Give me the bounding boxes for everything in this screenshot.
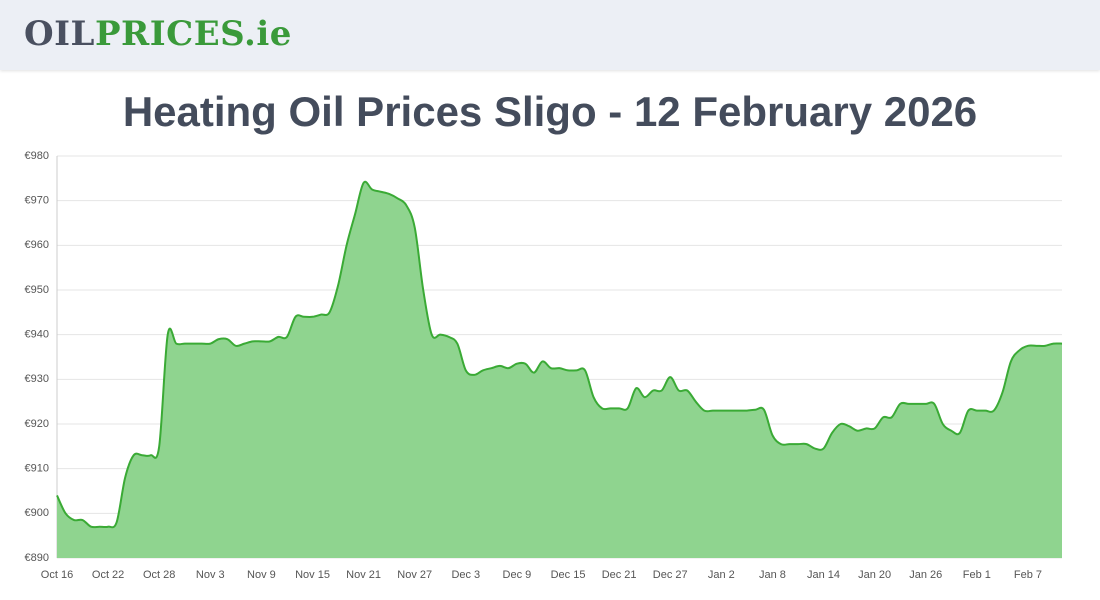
y-tick-label: €960 — [25, 239, 49, 251]
y-tick-label: €900 — [25, 507, 49, 519]
y-tick-label: €920 — [25, 418, 49, 430]
y-tick-label: €930 — [25, 373, 49, 385]
x-tick-label: Oct 16 — [41, 569, 73, 581]
y-tick-label: €950 — [25, 284, 49, 296]
x-tick-label: Dec 3 — [451, 569, 480, 581]
y-tick-label: €890 — [25, 552, 49, 564]
y-tick-label: €980 — [25, 150, 49, 162]
x-tick-label: Oct 28 — [143, 569, 175, 581]
x-tick-label: Jan 14 — [807, 569, 840, 581]
x-tick-label: Jan 8 — [759, 569, 786, 581]
x-tick-label: Jan 2 — [708, 569, 735, 581]
y-tick-label: €910 — [25, 463, 49, 475]
logo[interactable]: OILPRICES.ie — [24, 14, 292, 54]
x-tick-label: Dec 21 — [602, 569, 637, 581]
x-tick-label: Oct 22 — [92, 569, 124, 581]
x-tick-label: Nov 15 — [295, 569, 330, 581]
x-tick-label: Jan 20 — [858, 569, 891, 581]
x-tick-label: Jan 26 — [909, 569, 942, 581]
logo-part: PRICES.ie — [94, 14, 292, 54]
x-tick-label: Dec 9 — [503, 569, 532, 581]
header: OILPRICES.ie — [0, 0, 1100, 70]
x-tick-label: Dec 27 — [653, 569, 688, 581]
y-tick-label: €940 — [25, 329, 49, 341]
x-tick-label: Nov 3 — [196, 569, 225, 581]
x-tick-label: Nov 27 — [397, 569, 432, 581]
line — [56, 180, 1063, 529]
x-tick-label: Feb 7 — [1014, 569, 1042, 581]
area — [57, 181, 1062, 558]
y-tick-label: €970 — [25, 195, 49, 207]
x-tick-label: Nov 21 — [346, 569, 381, 581]
x-tick-label: Dec 15 — [551, 569, 586, 581]
x-tick-label: Feb 1 — [963, 569, 991, 581]
x-tick-label: Nov 9 — [247, 569, 276, 581]
chart-title: Heating Oil Prices Sligo - 12 February 2… — [123, 88, 977, 135]
logo-part: OIL — [24, 14, 95, 54]
